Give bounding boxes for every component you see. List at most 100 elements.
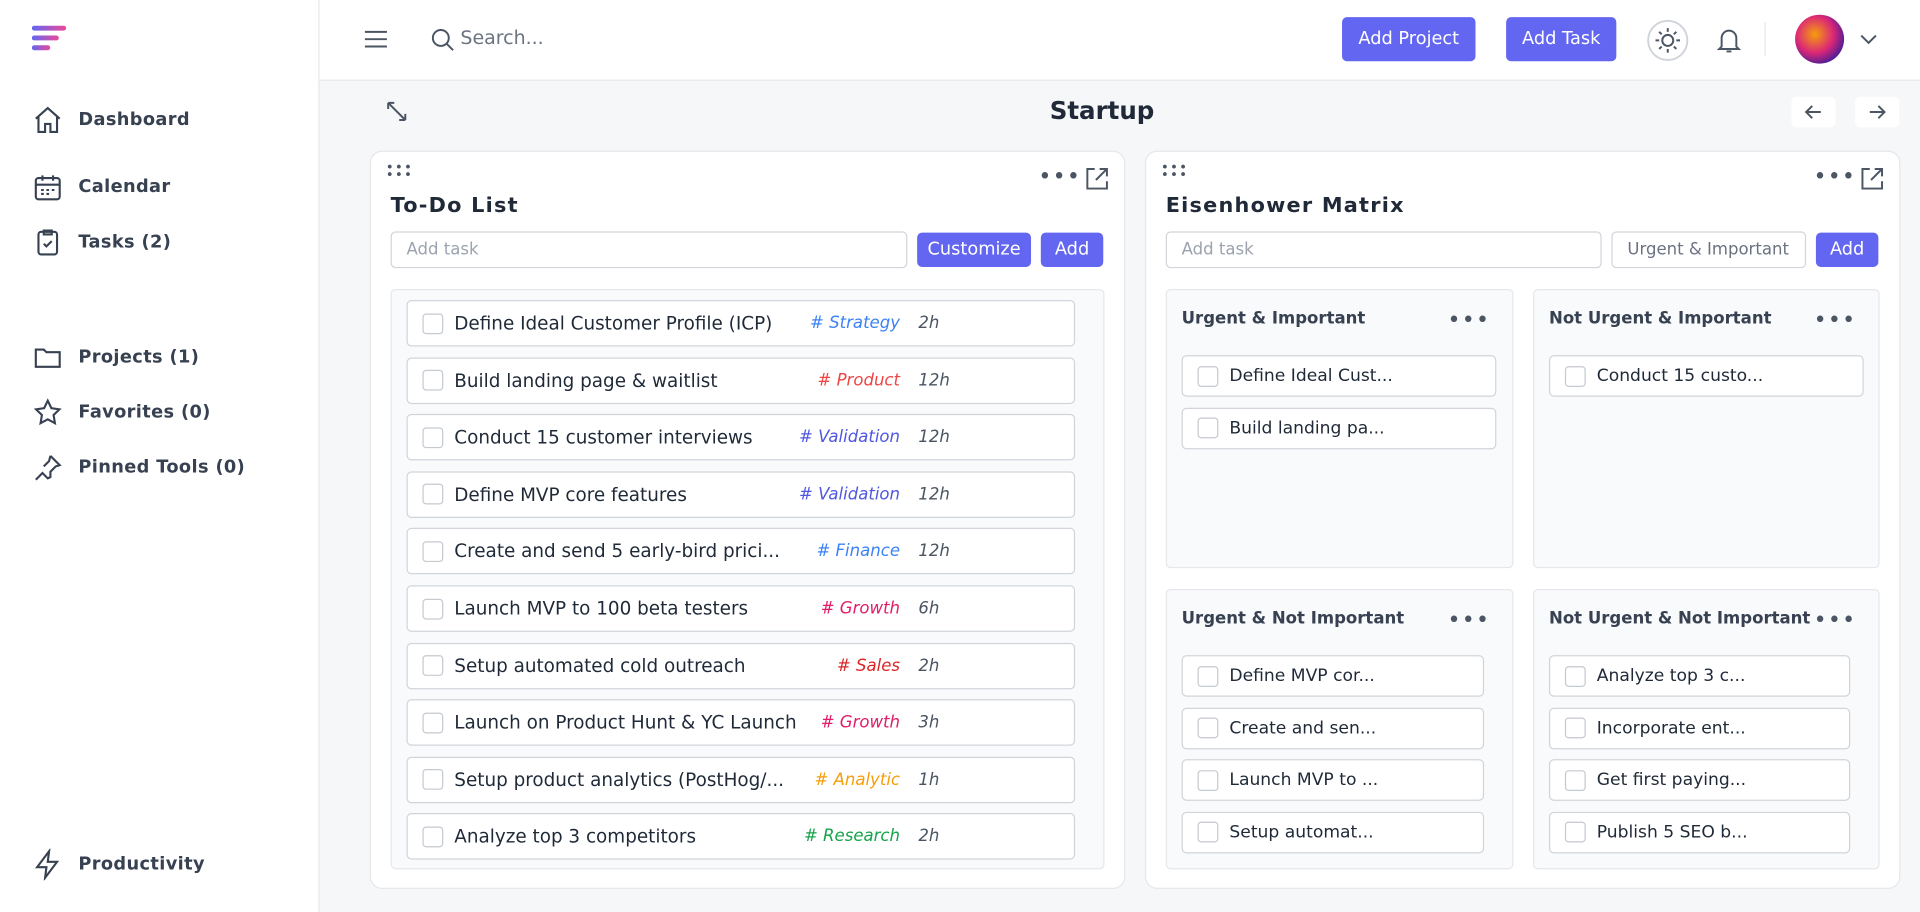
quadrant-menu[interactable]: ••• <box>1813 607 1857 634</box>
drag-handle[interactable]: ••• ••• <box>1160 159 1189 183</box>
page-title: Startup <box>1049 95 1155 125</box>
add-project-button[interactable]: Add Project <box>1342 17 1476 62</box>
nav-favorites[interactable]: Favorites (0) <box>32 396 211 430</box>
task-title: Setup product analytics (PostHog/... <box>454 768 785 791</box>
checkbox[interactable] <box>1197 417 1219 439</box>
more-menu[interactable]: ••• <box>1813 164 1857 190</box>
header: Search... Add Project Add Task <box>319 0 1920 81</box>
prev-button[interactable] <box>1791 96 1836 128</box>
checkbox[interactable] <box>422 369 444 391</box>
quadrant-menu[interactable]: ••• <box>1813 307 1857 334</box>
task-title: Get first paying... <box>1596 770 1747 790</box>
checkbox[interactable] <box>422 426 444 448</box>
task-tag: # Research <box>803 827 901 847</box>
nav-label: Dashboard <box>78 110 190 130</box>
checkbox[interactable] <box>1564 769 1586 791</box>
task-hours: 12h <box>918 370 950 391</box>
checkbox[interactable] <box>1564 717 1586 739</box>
quadrant: Urgent & Not Important ••• Define MVP cor.… <box>1165 588 1514 870</box>
matrix-task: Build landing pa... <box>1181 407 1497 449</box>
checkbox[interactable] <box>1197 769 1219 791</box>
add-task-button[interactable]: Add Task <box>1506 17 1617 62</box>
task-hours: 6h <box>918 598 940 619</box>
task-hours: 2h <box>918 313 940 334</box>
add-button[interactable]: Add <box>1040 232 1104 267</box>
checkbox[interactable] <box>422 712 444 734</box>
matrix-task: Launch MVP to ... <box>1181 759 1485 801</box>
chevron-down[interactable] <box>1859 32 1879 47</box>
search-icon <box>431 29 454 51</box>
nav-pinned[interactable]: Pinned Tools (0) <box>32 451 245 485</box>
drag-handle[interactable]: ••• ••• <box>385 159 414 183</box>
task-title: Define Ideal Customer Profile (ICP) <box>454 312 773 335</box>
quadrant: Urgent & Important ••• Define Ideal Cust..… <box>1165 288 1514 569</box>
notifications[interactable] <box>1716 26 1743 55</box>
customize-button[interactable]: Customize <box>917 232 1032 267</box>
checkbox[interactable] <box>1197 665 1219 687</box>
nav-productivity[interactable]: Productivity <box>32 847 205 881</box>
checkbox[interactable] <box>1564 365 1586 387</box>
search-input[interactable]: Search... <box>460 26 544 49</box>
task-title: Conduct 15 custo... <box>1596 366 1764 386</box>
nav-tasks[interactable]: Tasks (2) <box>32 225 171 259</box>
open-external[interactable] <box>1084 165 1111 192</box>
avatar[interactable] <box>1795 14 1845 64</box>
quadrant-menu[interactable]: ••• <box>1447 307 1491 334</box>
task-title: Setup automated cold outreach <box>454 654 746 677</box>
nav-calendar[interactable]: Calendar <box>32 170 171 204</box>
checkbox[interactable] <box>1197 821 1219 843</box>
checkbox[interactable] <box>1564 665 1586 687</box>
task-tag: # Validation <box>799 484 901 505</box>
task-title: Define MVP cor... <box>1229 666 1375 686</box>
quadrant-title: Not Urgent & Not Important <box>1548 608 1811 629</box>
checkbox[interactable] <box>422 769 444 791</box>
card-title: Eisenhower Matrix <box>1165 193 1405 218</box>
add-task-input[interactable]: Add task <box>390 231 908 269</box>
task-tag: # Validation <box>799 427 901 448</box>
task-tag: # Growth <box>820 712 901 733</box>
task-title: Launch on Product Hunt & YC Launch <box>454 711 797 734</box>
checkbox[interactable] <box>422 598 444 619</box>
quadrant-title: Urgent & Not Important <box>1181 608 1405 629</box>
checkbox[interactable] <box>1197 365 1219 387</box>
task-title: Build landing pa... <box>1229 418 1385 438</box>
add-task-input[interactable]: Add task <box>1165 231 1602 269</box>
task-hours: 12h <box>918 427 950 448</box>
task-title: Analyze top 3 c... <box>1596 666 1746 686</box>
open-external[interactable] <box>1859 165 1886 192</box>
nav-projects[interactable]: Projects (1) <box>32 340 199 374</box>
task-list: Define Ideal Customer Profile (ICP) # Str… <box>390 288 1105 870</box>
task-title: Launch MVP to 100 beta testers <box>454 597 749 620</box>
matrix-task: Define Ideal Cust... <box>1181 355 1497 397</box>
task-hours: 12h <box>918 484 950 505</box>
task-hours: 12h <box>918 541 950 562</box>
next-button[interactable] <box>1855 96 1900 128</box>
task-item: Conduct 15 customer interviews # Validati… <box>406 414 1076 461</box>
task-title: Conduct 15 customer interviews <box>454 426 753 449</box>
quadrant-title: Not Urgent & Important <box>1548 308 1772 329</box>
expand-icon[interactable] <box>384 99 408 123</box>
quadrant-select[interactable]: Urgent & Important <box>1611 231 1807 269</box>
task-tag: # Sales <box>836 655 901 676</box>
checkbox[interactable] <box>422 655 444 677</box>
menu-icon[interactable] <box>364 29 388 49</box>
task-tag: # Analytic <box>814 769 901 790</box>
nav-dashboard[interactable]: Dashboard <box>32 103 190 137</box>
matrix-task: Get first paying... <box>1548 759 1851 801</box>
quadrant-menu[interactable]: ••• <box>1447 607 1491 634</box>
matrix-task: Define MVP cor... <box>1181 655 1485 697</box>
checkbox[interactable] <box>422 312 444 334</box>
task-item: Define Ideal Customer Profile (ICP) # Str… <box>406 300 1076 347</box>
checkbox[interactable] <box>422 484 444 505</box>
theme-toggle[interactable] <box>1647 19 1689 62</box>
quadrant: Not Urgent & Not Important ••• Analyze top… <box>1533 588 1880 870</box>
checkbox[interactable] <box>422 826 444 848</box>
matrix-task: Incorporate ent... <box>1548 707 1851 749</box>
checkbox[interactable] <box>422 541 444 562</box>
more-menu[interactable]: ••• <box>1038 164 1082 190</box>
add-button[interactable]: Add <box>1815 232 1879 267</box>
checkbox[interactable] <box>1197 717 1219 739</box>
checkbox[interactable] <box>1564 821 1586 843</box>
task-item: Setup automated cold outreach # Sales 2h <box>406 642 1076 689</box>
